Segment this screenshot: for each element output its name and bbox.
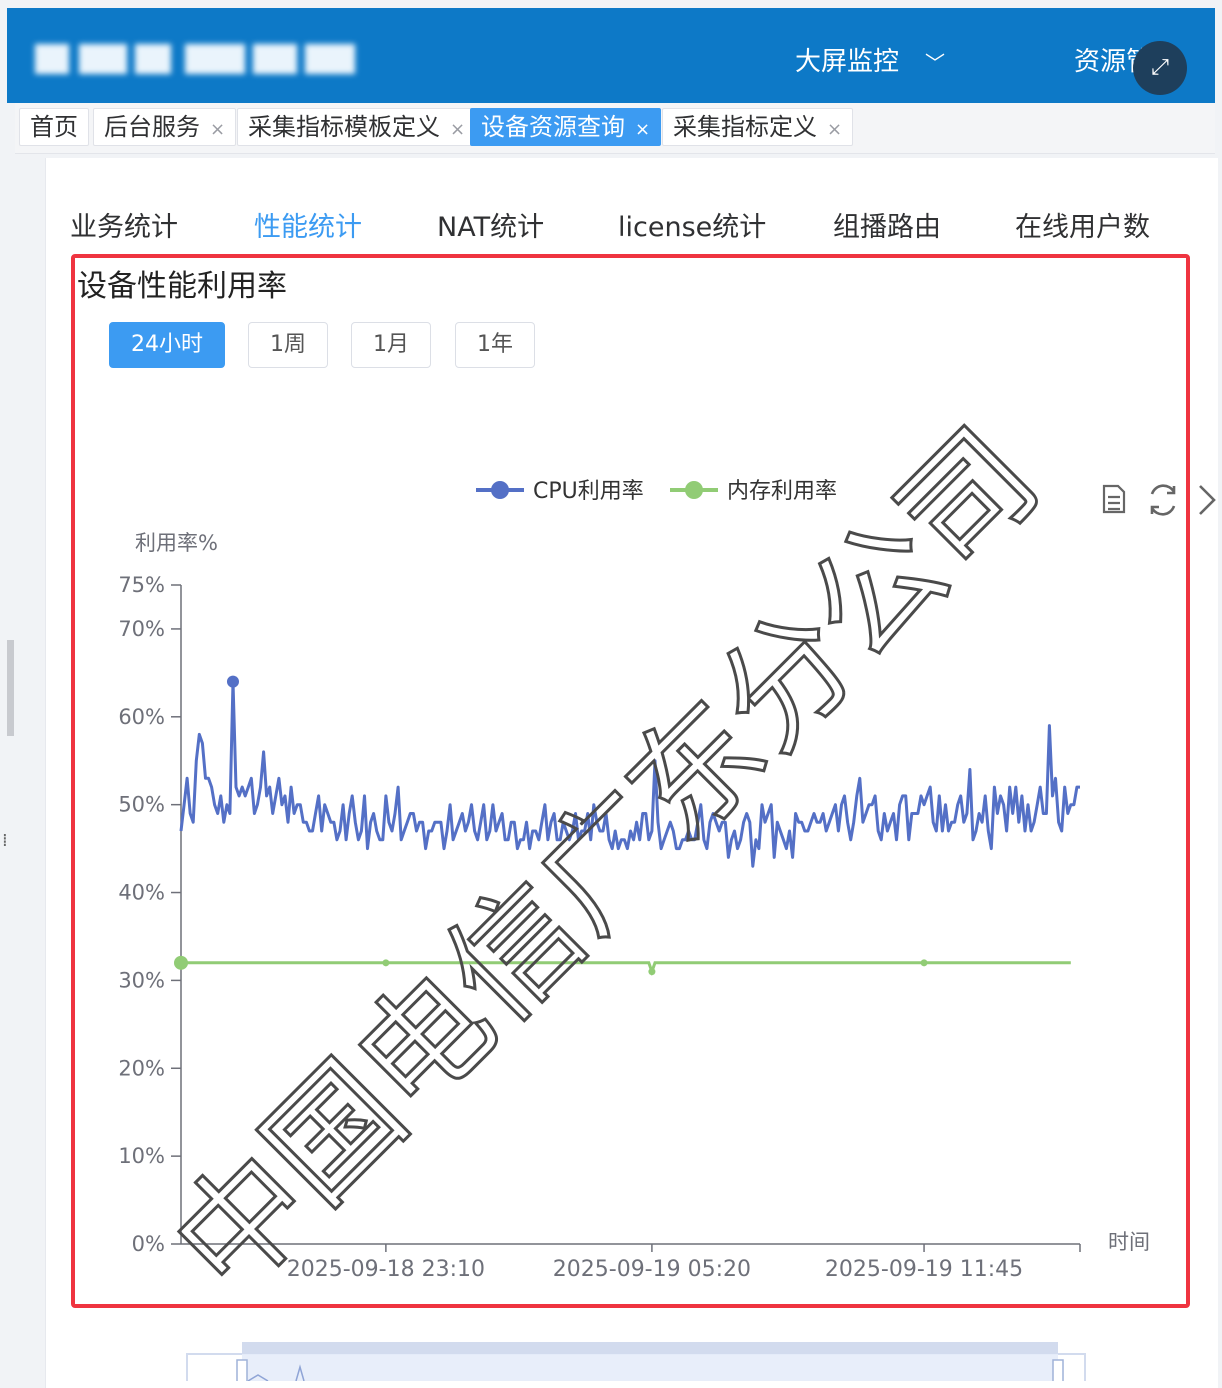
chevron-down-icon: ﹀ — [925, 51, 946, 75]
legend-swatch-dot — [491, 481, 509, 499]
tab-label: 设备资源查询 — [481, 113, 625, 141]
x-tick-label: 2025-09-19 11:45 — [825, 1257, 1023, 1282]
memory-point — [920, 959, 928, 967]
tab-label: 采集指标定义 — [673, 113, 817, 141]
close-icon[interactable] — [1199, 485, 1216, 515]
restore-icon[interactable] — [1150, 484, 1176, 516]
subtab-online-users[interactable]: 在线用户数 — [1015, 212, 1150, 243]
memory-point — [648, 968, 656, 976]
memory-start-point — [174, 955, 188, 970]
side-label: ⁞ — [2, 830, 8, 851]
range-24h-button[interactable]: 24小时 — [109, 322, 225, 368]
y-tick-label: 50% — [118, 793, 165, 817]
subtab-nat[interactable]: NAT统计 — [437, 212, 545, 243]
collapse-handle[interactable] — [7, 640, 14, 736]
tab-home[interactable]: 首页 — [19, 108, 89, 146]
close-icon[interactable]: × — [210, 119, 226, 140]
close-icon[interactable]: × — [450, 119, 466, 140]
tab-backend-service[interactable]: 后台服务 × — [93, 108, 237, 146]
subtab-multicast[interactable]: 组播路由 — [833, 212, 941, 243]
tab-bar: 首页 后台服务 × 采集指标模板定义 × 设备资源查询 × 采集指标定义 × — [15, 103, 1215, 154]
cpu-max-point — [226, 675, 239, 688]
subtab-business[interactable]: 业务统计 — [70, 212, 178, 243]
y-tick-label: 20% — [118, 1056, 165, 1080]
range-month-button[interactable]: 1月 — [351, 322, 431, 368]
expand-icon[interactable]: ⤢ — [1133, 41, 1187, 95]
y-tick-label: 70% — [118, 617, 165, 641]
content-card — [45, 158, 1218, 1388]
nav-bigscreen[interactable]: 大屏监控 ﹀ — [795, 41, 945, 78]
y-tick-label: 0% — [132, 1232, 165, 1256]
memory-point — [382, 959, 390, 967]
top-header: 大屏监控 ﹀ 资源管理 ⤢ — [7, 8, 1215, 103]
x-tick-label: 2025-09-19 05:20 — [553, 1257, 751, 1282]
legend-swatch-dot — [685, 481, 703, 499]
tab-device-query[interactable]: 设备资源查询 × — [470, 108, 662, 146]
nav-bigscreen-label: 大屏监控 — [795, 47, 900, 77]
tab-label: 首页 — [30, 113, 78, 141]
y-tick-label: 75% — [118, 573, 165, 597]
y-tick-label: 30% — [118, 968, 165, 992]
cpu-series-line — [179, 680, 1080, 868]
y-axis-label: 利用率% — [135, 531, 218, 555]
tab-metric-define[interactable]: 采集指标定义 × — [662, 108, 854, 146]
range-week-button[interactable]: 1周 — [248, 322, 328, 368]
x-tick-label: 2025-09-18 23:10 — [287, 1257, 485, 1282]
subtab-license[interactable]: license统计 — [618, 212, 767, 243]
close-icon[interactable]: × — [635, 119, 651, 140]
range-year-button[interactable]: 1年 — [455, 322, 535, 368]
legend-item-label: 内存利用率 — [727, 479, 837, 504]
tab-label: 采集指标模板定义 — [248, 113, 440, 141]
datazoom-slider[interactable] — [186, 1342, 1086, 1381]
y-tick-label: 10% — [118, 1144, 165, 1168]
subtab-performance[interactable]: 性能统计 — [254, 212, 362, 243]
y-tick-label: 60% — [118, 705, 165, 729]
tab-label: 后台服务 — [104, 113, 200, 141]
close-icon[interactable]: × — [827, 119, 843, 140]
x-axis-label: 时间 — [1108, 1230, 1150, 1254]
brand-logo — [35, 36, 387, 84]
panel-title: 设备性能利用率 — [77, 269, 287, 304]
tab-template-define[interactable]: 采集指标模板定义 × — [237, 108, 477, 146]
data-view-icon[interactable] — [1102, 484, 1126, 514]
y-tick-label: 40% — [118, 881, 165, 905]
legend-item-label: CPU利用率 — [533, 479, 644, 504]
highlight-frame — [71, 254, 1190, 1308]
